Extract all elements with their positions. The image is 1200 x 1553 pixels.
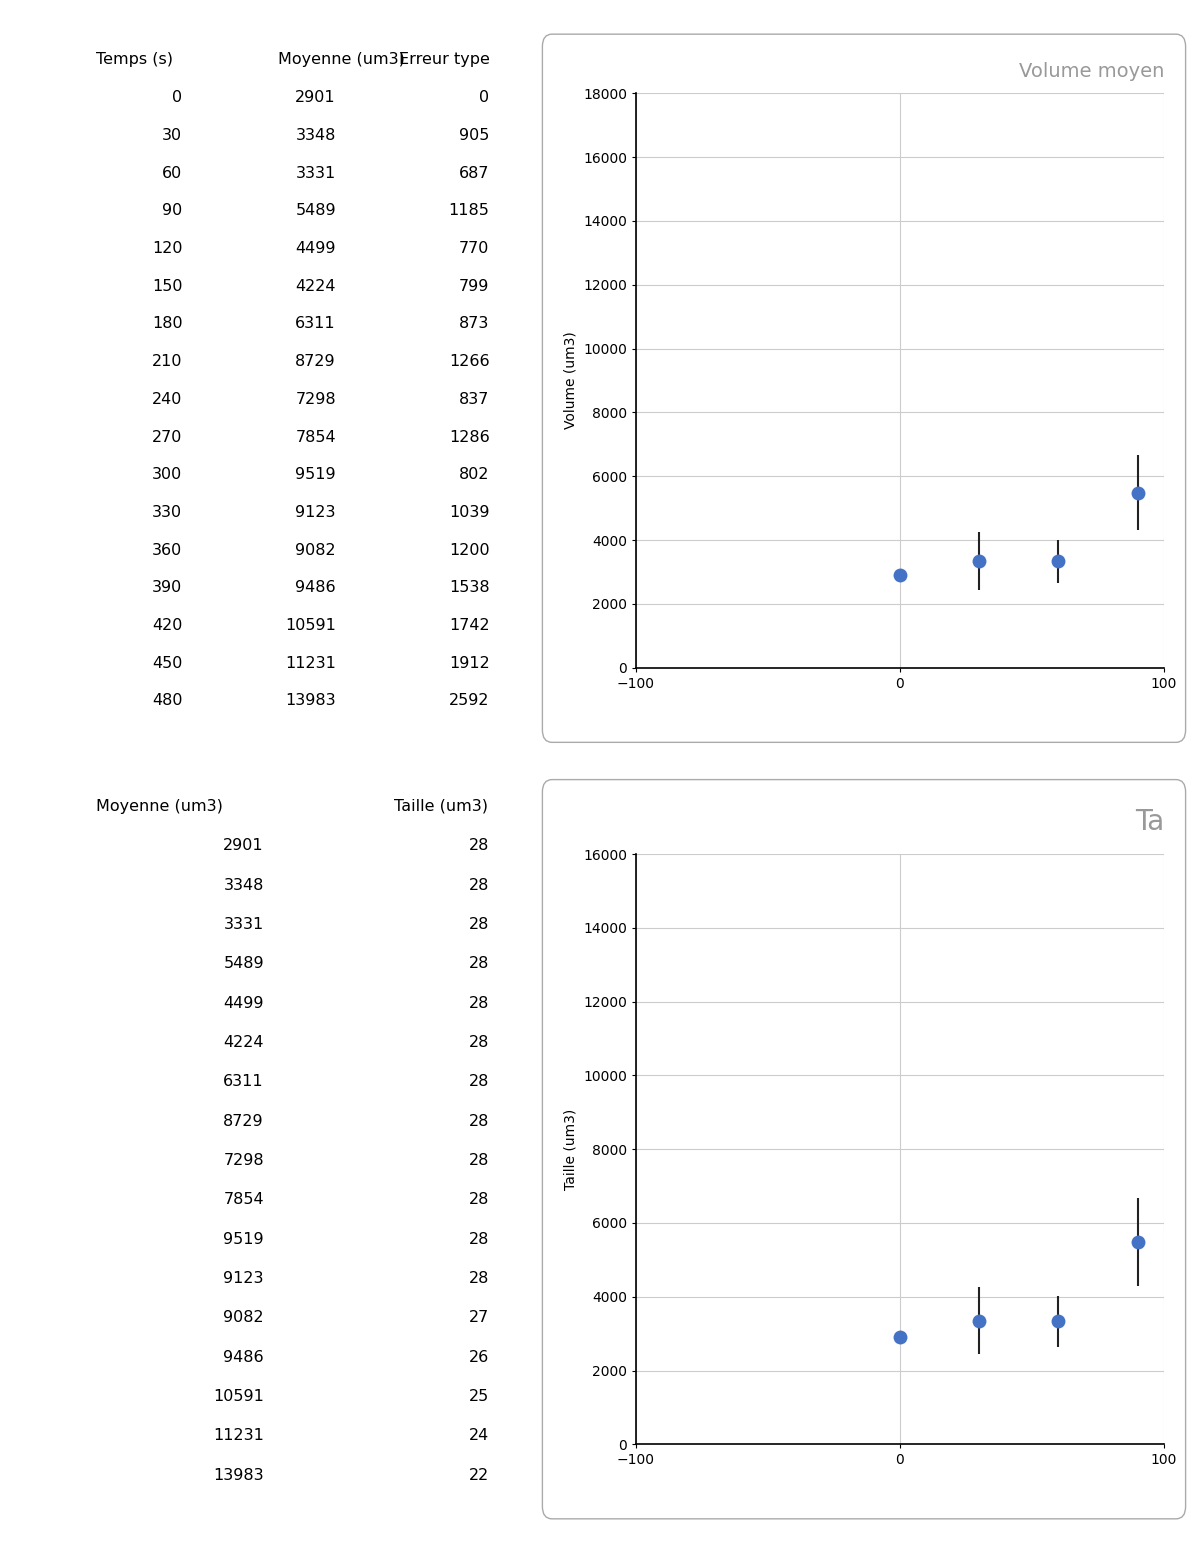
Text: 210: 210 [152,354,182,370]
Text: 799: 799 [460,278,490,294]
Text: 4499: 4499 [295,241,336,256]
Text: 9486: 9486 [223,1350,264,1365]
Text: 3331: 3331 [295,166,336,180]
Text: 28: 28 [469,839,490,853]
Y-axis label: Taille (um3): Taille (um3) [564,1109,577,1190]
Text: Erreur type: Erreur type [398,53,490,67]
Text: 330: 330 [152,505,182,520]
Text: 11231: 11231 [214,1429,264,1443]
Text: 1185: 1185 [449,203,490,219]
Text: 9082: 9082 [223,1311,264,1325]
Text: 7854: 7854 [223,1193,264,1207]
Text: 28: 28 [469,1270,490,1286]
Text: 28: 28 [469,1152,490,1168]
Text: 1200: 1200 [449,542,490,558]
Text: 8729: 8729 [295,354,336,370]
Text: 28: 28 [469,1232,490,1247]
Text: 9123: 9123 [223,1270,264,1286]
Text: Volume moyen: Volume moyen [1019,62,1164,81]
Text: 13983: 13983 [214,1468,264,1483]
Text: 11231: 11231 [286,655,336,671]
Text: 27: 27 [469,1311,490,1325]
Text: 837: 837 [460,391,490,407]
Text: 687: 687 [460,166,490,180]
Text: 0: 0 [480,90,490,106]
Text: 1742: 1742 [449,618,490,634]
Text: 6311: 6311 [223,1075,264,1089]
Text: 5489: 5489 [295,203,336,219]
Text: 28: 28 [469,1114,490,1129]
Text: 1266: 1266 [449,354,490,370]
Text: 28: 28 [469,957,490,971]
Text: 1538: 1538 [449,581,490,595]
Y-axis label: Volume (um3): Volume (um3) [564,332,577,429]
Text: 9486: 9486 [295,581,336,595]
Text: 1286: 1286 [449,430,490,444]
Text: 5489: 5489 [223,957,264,971]
Text: 10591: 10591 [214,1388,264,1404]
Text: 360: 360 [152,542,182,558]
Text: 120: 120 [152,241,182,256]
Text: 4499: 4499 [223,995,264,1011]
Text: 28: 28 [469,995,490,1011]
Text: 28: 28 [469,877,490,893]
Text: 1912: 1912 [449,655,490,671]
Text: 3331: 3331 [223,916,264,932]
Text: 13983: 13983 [286,694,336,708]
Text: 0: 0 [173,90,182,106]
Text: 4224: 4224 [223,1034,264,1050]
Text: Temps (s): Temps (s) [96,53,173,67]
Text: 2901: 2901 [223,839,264,853]
Text: 25: 25 [469,1388,490,1404]
Text: Moyenne (um3): Moyenne (um3) [96,798,223,814]
Text: 28: 28 [469,1075,490,1089]
Text: 150: 150 [152,278,182,294]
Text: 28: 28 [469,1034,490,1050]
Text: 7298: 7298 [223,1152,264,1168]
Text: 240: 240 [152,391,182,407]
Text: 90: 90 [162,203,182,219]
Text: 450: 450 [152,655,182,671]
Text: 28: 28 [469,1193,490,1207]
Text: 2901: 2901 [295,90,336,106]
Text: 22: 22 [469,1468,490,1483]
Text: 6311: 6311 [295,317,336,331]
Text: 873: 873 [460,317,490,331]
Text: 300: 300 [152,467,182,483]
Text: 4224: 4224 [295,278,336,294]
Text: 26: 26 [469,1350,490,1365]
Text: 802: 802 [460,467,490,483]
Text: 1039: 1039 [449,505,490,520]
Text: 2592: 2592 [449,694,490,708]
Text: 905: 905 [460,127,490,143]
Text: Moyenne (um3): Moyenne (um3) [278,53,406,67]
Text: 10591: 10591 [286,618,336,634]
Text: 28: 28 [469,916,490,932]
Text: 9519: 9519 [223,1232,264,1247]
Text: 9082: 9082 [295,542,336,558]
Text: 770: 770 [460,241,490,256]
Text: 9519: 9519 [295,467,336,483]
Text: 8729: 8729 [223,1114,264,1129]
Text: 420: 420 [152,618,182,634]
Text: 30: 30 [162,127,182,143]
Text: 9123: 9123 [295,505,336,520]
Text: 7854: 7854 [295,430,336,444]
Text: 3348: 3348 [295,127,336,143]
Text: Taille (um3): Taille (um3) [394,798,487,814]
Text: Ta: Ta [1135,808,1164,836]
Text: 24: 24 [469,1429,490,1443]
Text: 7298: 7298 [295,391,336,407]
Text: 390: 390 [152,581,182,595]
Text: 480: 480 [152,694,182,708]
Text: 270: 270 [152,430,182,444]
Text: 60: 60 [162,166,182,180]
Text: 180: 180 [151,317,182,331]
Text: 3348: 3348 [223,877,264,893]
